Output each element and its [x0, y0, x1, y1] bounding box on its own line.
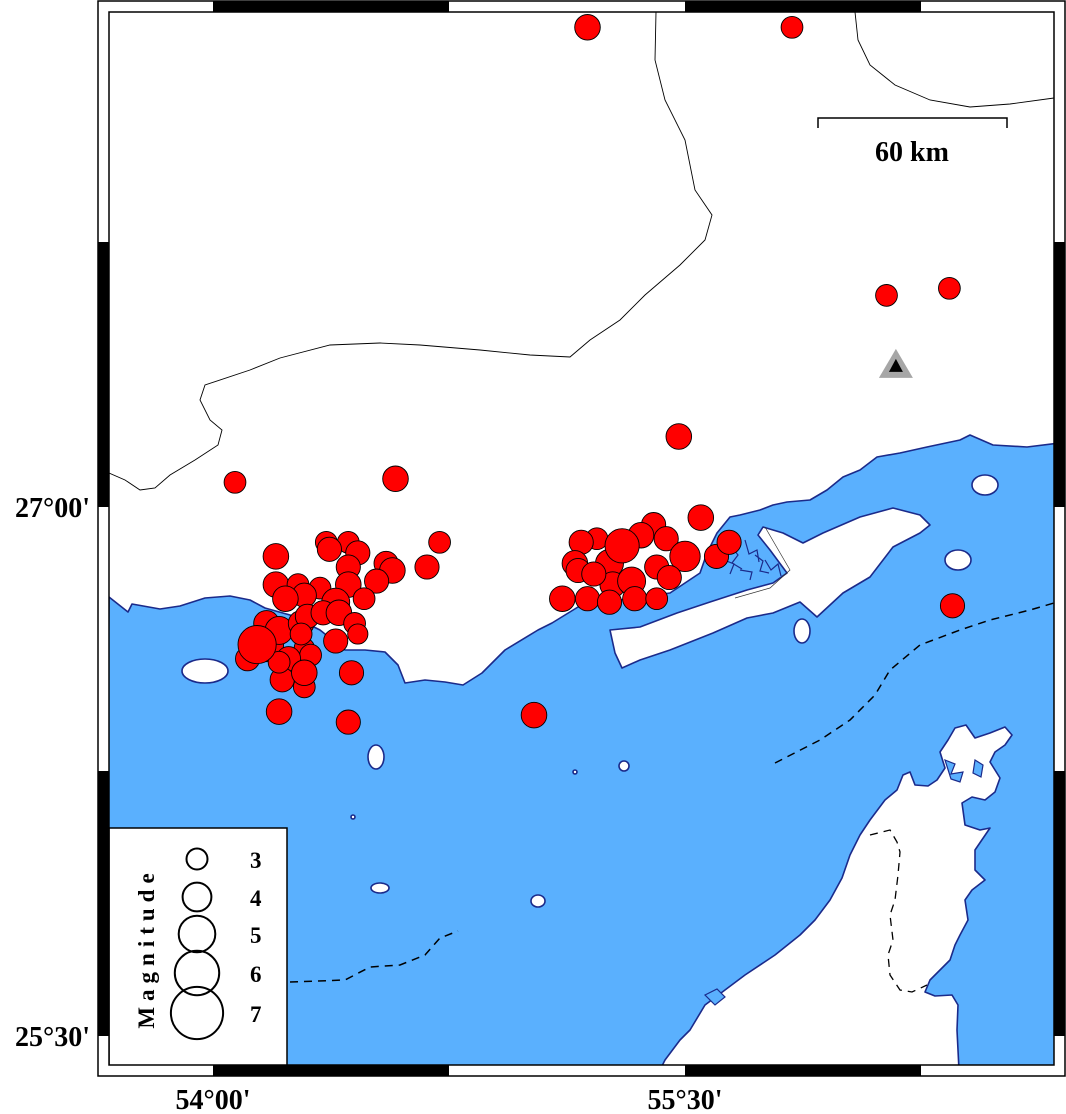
island: [367, 744, 385, 770]
island: [530, 894, 546, 908]
emirate-border: [869, 829, 928, 993]
island: [572, 769, 578, 775]
earthquake-event: [352, 587, 376, 611]
legend-label: 4: [250, 886, 262, 911]
x-tick-label: 55°30': [648, 1085, 723, 1114]
legend: Magnitude 3 4 5 6 7: [109, 827, 288, 1065]
legend-label: 7: [250, 1002, 262, 1027]
legend-label: 6: [250, 962, 262, 987]
inlet: [703, 758, 984, 1006]
earthquake-event: [665, 423, 693, 450]
protected-area-outline: [734, 526, 791, 599]
country-border: [109, 12, 713, 491]
legend-title: Magnitude: [134, 867, 159, 1028]
earthquake-event: [223, 470, 247, 494]
legend-label: 5: [250, 923, 262, 948]
island: [618, 760, 630, 772]
earthquake-event: [291, 659, 318, 687]
earthquake-event: [520, 701, 548, 729]
island: [793, 618, 811, 644]
earthquake-event: [237, 625, 277, 665]
earthquake-event: [265, 698, 293, 725]
country-border: [854, 12, 1054, 108]
map-area: 60 km Magnitude 3 4 5 6 7: [109, 12, 1054, 1065]
maritime-boundary: [289, 930, 459, 983]
y-tick-label: 27°00': [15, 493, 90, 524]
earthquake-event: [272, 585, 299, 612]
earthquake-event: [428, 530, 451, 554]
maritime-boundary: [774, 602, 1054, 764]
earthquake-event: [347, 623, 369, 645]
earthquake-event: [382, 465, 409, 493]
legend-circle: [169, 985, 225, 1041]
earthquake-event: [596, 589, 623, 615]
earthquake-event: [323, 628, 349, 654]
legend-circle: [185, 847, 209, 871]
earthquake-event: [780, 15, 804, 39]
earthquake-event: [267, 650, 291, 674]
scale-bar: 60 km: [817, 117, 1008, 168]
earthquake-event: [622, 586, 648, 612]
island: [971, 474, 999, 496]
earthquake-event: [875, 284, 898, 307]
earthquake-event: [262, 543, 290, 570]
legend-circle: [173, 949, 221, 997]
earthquake-events: [223, 14, 966, 735]
legend-box: [109, 827, 288, 1065]
earthquake-event: [938, 276, 961, 300]
earthquake-event: [414, 554, 440, 580]
earthquake-event: [645, 587, 669, 611]
earthquake-event: [574, 14, 601, 41]
island: [350, 814, 356, 820]
map-frame: [97, 0, 1066, 1077]
earthquake-event: [716, 529, 742, 555]
earthquake-event: [669, 540, 701, 573]
earthquake-event: [574, 586, 601, 612]
station-triangle-icon: [878, 348, 913, 378]
earthquake-event: [939, 593, 966, 619]
island: [181, 658, 229, 684]
scale-bar-label: 60 km: [875, 137, 949, 168]
earthquake-event: [581, 561, 607, 587]
earthquake-event: [656, 564, 682, 591]
legend-label: 3: [250, 848, 262, 873]
earthquake-event: [687, 504, 715, 531]
scale-bar-line: [817, 117, 1008, 128]
earthquake-event: [364, 568, 390, 594]
x-tick-label: 54°00': [176, 1085, 251, 1114]
legend-circle: [177, 914, 217, 954]
legend-circle: [181, 881, 213, 913]
island: [370, 882, 390, 894]
southern-landmass: [661, 724, 1013, 1065]
earthquake-event: [549, 585, 576, 612]
earthquake-event: [653, 526, 679, 552]
mangrove-channels: [723, 539, 782, 581]
earthquake-event: [289, 622, 313, 646]
y-tick-label: 25°30': [15, 1022, 90, 1053]
earthquake-event: [316, 536, 342, 562]
island: [944, 549, 972, 571]
earthquake-event: [338, 660, 365, 686]
earthquake-event: [335, 709, 361, 735]
legend-items: 3 4 5 6 7: [169, 847, 262, 1041]
earthquake-event: [604, 528, 640, 564]
station-marker-inner: [888, 358, 903, 372]
